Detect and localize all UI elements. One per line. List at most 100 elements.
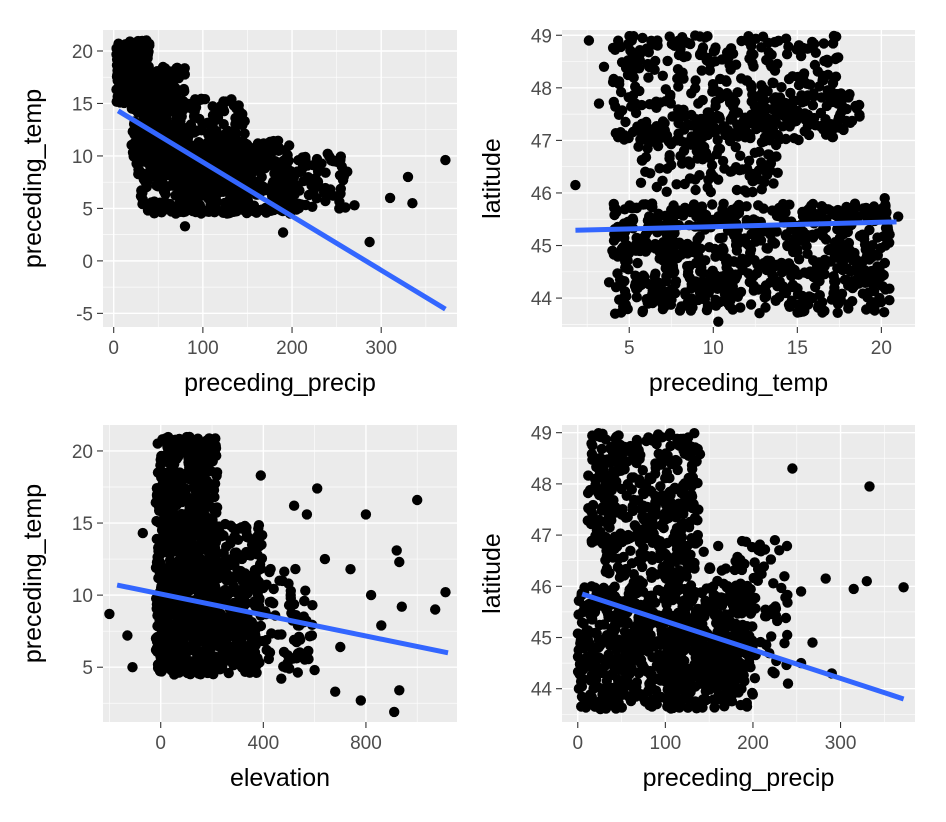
data-point bbox=[625, 545, 636, 556]
data-point bbox=[201, 630, 213, 642]
data-point bbox=[394, 556, 405, 568]
data-point bbox=[610, 507, 621, 518]
data-point bbox=[243, 586, 254, 597]
data-point bbox=[621, 291, 632, 302]
data-point bbox=[153, 572, 164, 584]
data-point bbox=[678, 480, 689, 491]
data-point bbox=[753, 284, 764, 295]
data-point bbox=[282, 650, 293, 661]
data-point bbox=[782, 108, 794, 120]
data-point bbox=[641, 435, 652, 447]
data-point bbox=[577, 606, 588, 618]
data-point bbox=[631, 531, 642, 543]
data-point bbox=[753, 174, 764, 185]
data-points bbox=[572, 428, 909, 715]
data-point bbox=[169, 458, 180, 470]
data-point bbox=[220, 565, 231, 576]
y-tick-label: 5 bbox=[82, 199, 93, 220]
data-point bbox=[642, 143, 653, 154]
data-point bbox=[628, 31, 639, 42]
data-point bbox=[786, 262, 797, 273]
y-tick-label: 46 bbox=[531, 184, 552, 205]
data-point bbox=[893, 211, 904, 222]
data-point bbox=[732, 291, 743, 302]
data-point bbox=[839, 274, 851, 285]
data-point bbox=[192, 661, 203, 673]
data-point bbox=[173, 625, 184, 636]
data-point bbox=[640, 166, 651, 177]
data-point bbox=[376, 620, 387, 631]
data-point bbox=[293, 631, 305, 642]
data-point bbox=[675, 520, 686, 531]
data-point bbox=[158, 186, 170, 197]
data-point bbox=[803, 268, 814, 280]
panel-bottom-right: 0 100 200 300444546474849preceding_precipla… bbox=[478, 424, 915, 792]
data-point bbox=[829, 282, 840, 294]
data-point bbox=[674, 305, 686, 316]
data-point bbox=[229, 532, 240, 543]
data-point bbox=[304, 631, 315, 642]
data-point bbox=[614, 274, 626, 285]
data-point bbox=[166, 206, 177, 217]
data-point bbox=[690, 83, 701, 94]
data-point bbox=[163, 144, 174, 155]
data-point bbox=[674, 108, 686, 120]
data-point bbox=[741, 256, 752, 268]
data-point bbox=[698, 151, 710, 163]
data-point bbox=[206, 125, 217, 137]
data-point bbox=[290, 563, 301, 575]
data-point bbox=[654, 163, 665, 174]
data-point bbox=[583, 503, 594, 514]
data-point bbox=[237, 575, 248, 586]
data-point bbox=[288, 599, 300, 610]
data-point bbox=[807, 198, 819, 210]
data-point bbox=[178, 96, 190, 108]
data-point bbox=[168, 478, 180, 490]
data-point bbox=[719, 121, 730, 132]
data-point bbox=[157, 176, 168, 187]
data-point bbox=[391, 545, 402, 556]
y-tick-label: 44 bbox=[531, 289, 553, 310]
x-tick-label: 5 bbox=[624, 338, 635, 359]
data-point bbox=[139, 35, 151, 47]
data-point bbox=[125, 50, 136, 62]
data-point bbox=[309, 664, 320, 676]
data-point bbox=[608, 495, 619, 506]
data-point bbox=[682, 248, 693, 259]
data-point bbox=[662, 247, 673, 259]
data-point bbox=[854, 230, 866, 242]
data-point bbox=[245, 200, 256, 211]
data-point bbox=[142, 76, 153, 87]
data-point bbox=[748, 61, 759, 72]
data-point bbox=[628, 569, 639, 580]
data-point bbox=[754, 146, 765, 157]
data-point bbox=[690, 184, 701, 196]
data-point bbox=[665, 98, 676, 109]
data-point bbox=[644, 211, 655, 222]
data-point bbox=[217, 661, 228, 673]
data-point bbox=[837, 264, 848, 276]
data-point bbox=[857, 256, 869, 267]
data-point bbox=[619, 570, 630, 581]
data-point bbox=[730, 141, 741, 153]
data-point bbox=[594, 487, 605, 499]
data-point bbox=[741, 163, 753, 174]
data-point bbox=[225, 520, 236, 531]
data-point bbox=[165, 562, 176, 573]
data-point bbox=[750, 33, 761, 44]
data-point bbox=[672, 464, 683, 476]
data-point bbox=[217, 643, 228, 654]
data-point bbox=[582, 487, 594, 499]
data-point bbox=[836, 288, 848, 299]
data-point bbox=[701, 305, 713, 316]
data-point bbox=[774, 205, 785, 216]
data-point bbox=[261, 644, 272, 656]
data-point bbox=[603, 548, 615, 560]
data-point bbox=[630, 283, 642, 295]
data-point bbox=[175, 192, 187, 204]
data-point bbox=[239, 630, 250, 641]
data-point bbox=[207, 178, 218, 189]
data-point bbox=[631, 202, 642, 214]
data-point bbox=[238, 646, 249, 657]
data-point bbox=[793, 254, 805, 265]
